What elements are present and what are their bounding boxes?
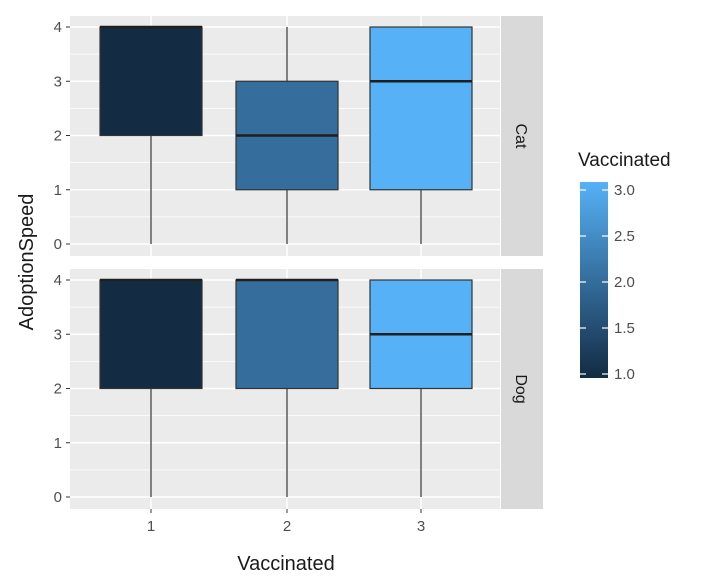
legend-tick-label: 1.0 — [614, 366, 635, 383]
box-vaccinated-1 — [99, 278, 203, 497]
legend-title: Vaccinated — [578, 150, 671, 171]
y-tick-label: 4 — [54, 272, 62, 289]
y-tick-label: 2 — [54, 128, 62, 145]
x-tick-label: 2 — [283, 518, 291, 535]
y-tick-label: 3 — [54, 73, 62, 90]
legend-tick-label: 2.0 — [614, 274, 635, 291]
y-tick-label: 2 — [54, 381, 62, 398]
facet-strip-label: Cat — [512, 124, 529, 149]
y-tick-label: 4 — [54, 19, 62, 36]
facet-strip-label: Dog — [512, 374, 529, 403]
box-vaccinated-3 — [369, 26, 473, 244]
x-tick-label: 3 — [417, 518, 425, 535]
legend-tick-label: 3.0 — [614, 182, 635, 199]
y-tick-label: 1 — [54, 182, 62, 199]
legend: Vaccinated 1.0 1.5 2.0 2.5 3.0 — [578, 150, 671, 383]
x-axis-title: Vaccinated — [237, 553, 334, 575]
box-vaccinated-1 — [99, 25, 203, 244]
y-tick-label: 0 — [54, 489, 62, 506]
legend-colorbar — [580, 182, 608, 378]
legend-tick-label: 1.5 — [614, 320, 635, 337]
facet-panels: Cat Dog — [70, 16, 543, 509]
facet-panel-dog: Dog — [70, 269, 543, 509]
facet-strip — [501, 16, 543, 256]
facet-strip — [501, 269, 543, 509]
y-axis-title: AdoptionSpeed — [16, 194, 38, 331]
box-body — [99, 26, 203, 137]
box-vaccinated-2 — [235, 27, 339, 244]
box-vaccinated-2 — [235, 278, 339, 497]
box-vaccinated-3 — [369, 279, 473, 497]
axes: 0 1 2 3 4 0 1 2 3 4 1 2 3 — [54, 19, 426, 535]
box-body — [99, 279, 203, 390]
x-tick-label: 1 — [147, 518, 155, 535]
box-body — [235, 279, 339, 390]
legend-tick-label: 2.5 — [614, 228, 635, 245]
y-tick-label: 3 — [54, 326, 62, 343]
box-body — [369, 26, 473, 191]
y-tick-label: 0 — [54, 236, 62, 253]
y-tick-label: 1 — [54, 435, 62, 452]
facet-panel-cat: Cat — [70, 16, 543, 256]
